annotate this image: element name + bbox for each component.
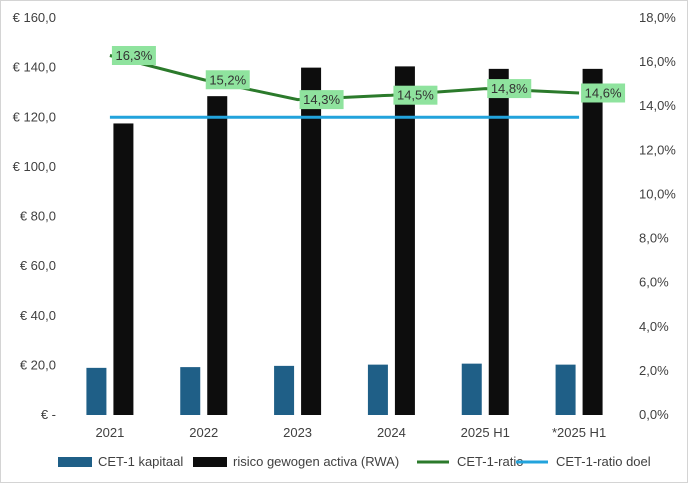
right-axis-tick-label: 4,0% [639,319,669,334]
category-tick-label: 2021 [95,425,124,440]
bar-rwa [582,68,603,415]
legend-label: risico gewogen activa (RWA) [233,454,399,469]
right-axis-ticks: 0,0% 2,0% 4,0% 6,0% 8,0% 10,0% 12,0% 14,0% 16,0%… [639,10,676,422]
ratio-data-label-bg [111,45,156,65]
ratio-data-label-text: 16,3% [115,48,152,63]
right-axis-tick-label: 6,0% [639,275,669,290]
ratio-data-label: 14,3% [299,90,344,110]
left-axis-tick-label: € 120,0 [13,109,56,124]
ratio-data-label: 14,8% [487,79,532,99]
category-axis-ticks: 2021 2022 2023 2024 2025 H1 *2025 H1 [95,425,606,440]
right-axis-tick-label: 12,0% [639,142,676,157]
left-axis-tick-label: € 20,0 [20,357,56,372]
left-axis-tick-label: € 60,0 [20,258,56,273]
bar-series [86,66,603,416]
ratio-data-label-text: 14,5% [397,88,434,103]
ratio-data-label-bg [393,85,438,105]
ratio-data-label-bg [299,90,344,110]
bar-cet1-kapitaal [86,367,107,415]
legend-item: CET-1-ratio doel [516,454,651,469]
ratio-data-label: 14,6% [581,83,626,103]
category-tick-label: 2023 [283,425,312,440]
ratio-data-label-text: 15,2% [209,72,246,87]
legend-swatch [193,457,227,467]
right-axis-tick-label: 10,0% [639,186,676,201]
bar-rwa [488,68,509,415]
left-axis-ticks: € - € 20,0 € 40,0 € 60,0 € 80,0 € 100,0 € 120,… [13,10,56,422]
legend: CET-1 kapitaal risico gewogen activa (RWA… [58,454,651,469]
ratio-data-label-bg [487,79,532,99]
bar-cet1-kapitaal [274,365,295,415]
data-labels: 16,3% 15,2% 14,3% 14,5% 14,8% 14,6% [111,45,626,110]
category-tick-label: 2022 [189,425,218,440]
right-axis-tick-label: 16,0% [639,54,676,69]
left-axis-tick-label: € 80,0 [20,209,56,224]
left-axis-tick-label: € - [41,407,56,422]
ratio-data-label-text: 14,6% [585,85,622,100]
bar-rwa [113,123,134,415]
ratio-data-label: 16,3% [111,45,156,65]
bar-cet1-kapitaal [180,367,201,415]
category-tick-label: 2024 [377,425,406,440]
ratio-data-label-bg [205,70,250,90]
right-axis-tick-label: 8,0% [639,231,669,246]
legend-swatch [58,457,92,467]
bar-rwa [301,67,322,415]
right-axis-tick-label: 2,0% [639,363,669,378]
left-axis-tick-label: € 40,0 [20,308,56,323]
category-tick-label: 2025 H1 [461,425,510,440]
legend-label: CET-1-ratio [457,454,523,469]
ratio-data-label: 15,2% [205,70,250,90]
bar-rwa [394,66,415,416]
left-axis-tick-label: € 100,0 [13,159,56,174]
right-axis-tick-label: 0,0% [639,407,669,422]
ratio-data-label-bg [581,83,626,103]
bar-rwa [207,96,228,416]
category-tick-label: *2025 H1 [552,425,606,440]
right-axis-tick-label: 14,0% [639,98,676,113]
legend-item: CET-1 kapitaal [58,454,183,469]
legend-label: CET-1 kapitaal [98,454,183,469]
bar-cet1-kapitaal [555,364,576,415]
legend-item: risico gewogen activa (RWA) [193,454,399,469]
ratio-data-label-text: 14,8% [491,81,528,96]
bar-cet1-kapitaal [367,364,388,415]
right-axis-tick-label: 18,0% [639,10,676,25]
bar-cet1-kapitaal [461,363,482,415]
left-axis-tick-label: € 140,0 [13,60,56,75]
legend-item: CET-1-ratio [417,454,523,469]
legend-label: CET-1-ratio doel [556,454,651,469]
left-axis-tick-label: € 160,0 [13,10,56,25]
ratio-data-label: 14,5% [393,85,438,105]
ratio-data-label-text: 14,3% [303,92,340,107]
